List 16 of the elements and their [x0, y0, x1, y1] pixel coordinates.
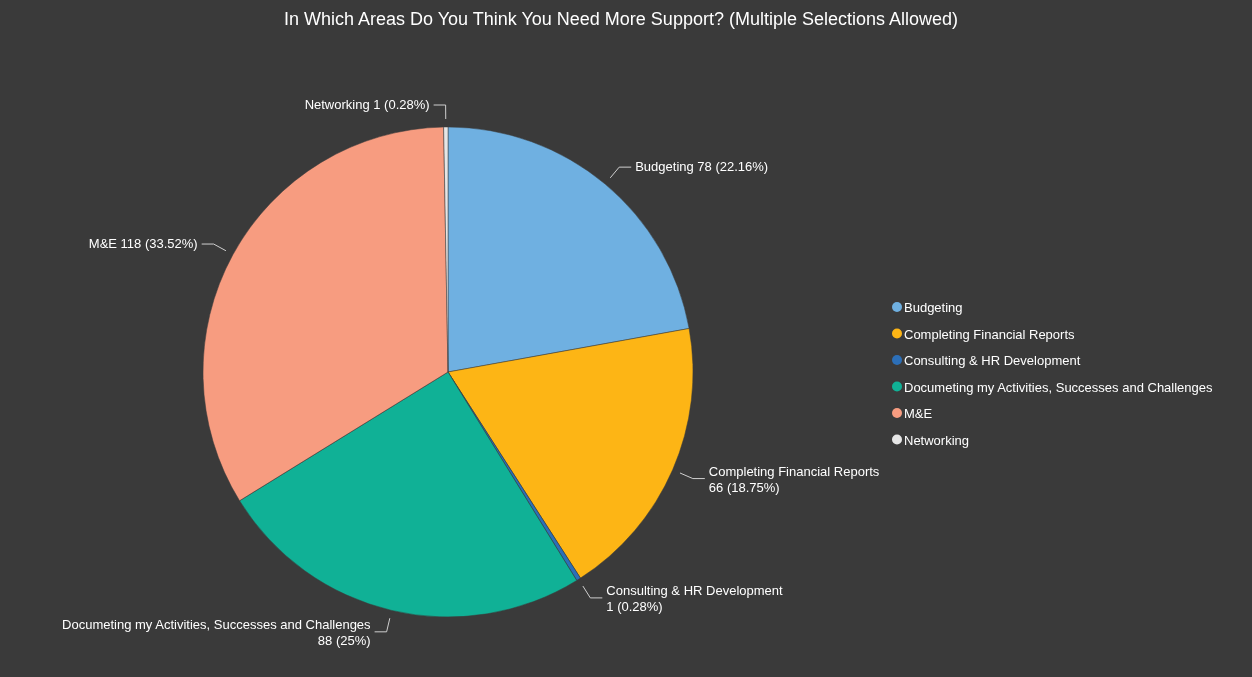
legend-label: M&E: [904, 406, 933, 421]
category-label: M&E 118 (33.52%): [88, 236, 198, 252]
legend-label: Networking: [904, 432, 970, 448]
slice-label: Documeting my Activities, Successes and Challenges: [62, 616, 372, 632]
category-label: Budgeting 78 (22.16%): [635, 159, 769, 175]
slice-label: Completing Financial Reports: [708, 463, 880, 479]
chart-title: In Which Areas Do You Think You Need More Support? (Multiple Selections Allowed): [283, 9, 959, 29]
data-label: 88 (25%): [317, 632, 371, 648]
legend-label: Completing Financial Reports: [904, 326, 1076, 342]
category-label: Networking 1 (0.28%): [304, 97, 430, 113]
data-label: 66 (18.75%): [708, 479, 780, 495]
legend-label: Budgeting: [904, 300, 963, 315]
slice-label: Consulting & HR Development: [606, 582, 784, 598]
data-label: 1 (0.28%): [606, 598, 663, 614]
legend-label: Documeting my Activities, Successes and Challenges: [904, 379, 1214, 395]
legend-label: Consulting & HR Development: [904, 353, 1081, 368]
